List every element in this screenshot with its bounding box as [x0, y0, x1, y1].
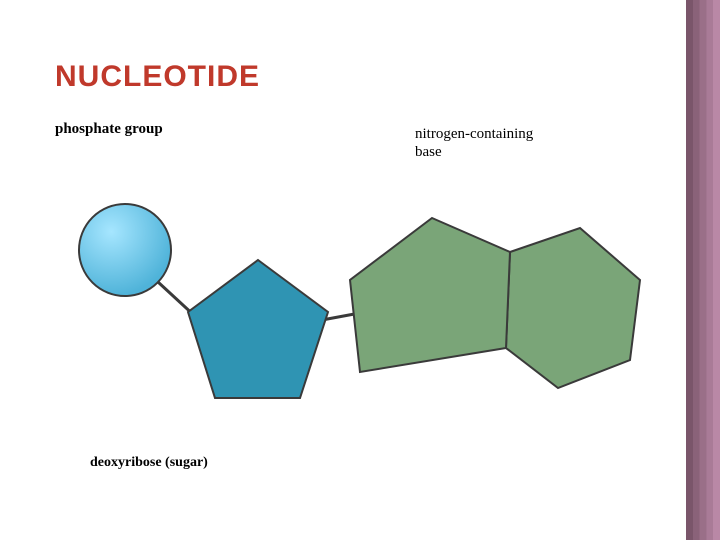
base-hexagon: [506, 228, 640, 388]
phosphate-circle: [79, 204, 171, 296]
nucleotide-diagram: [0, 0, 720, 540]
side-strip: [686, 0, 720, 540]
sugar-pentagon: [188, 260, 328, 398]
base-pentagon: [350, 218, 510, 372]
